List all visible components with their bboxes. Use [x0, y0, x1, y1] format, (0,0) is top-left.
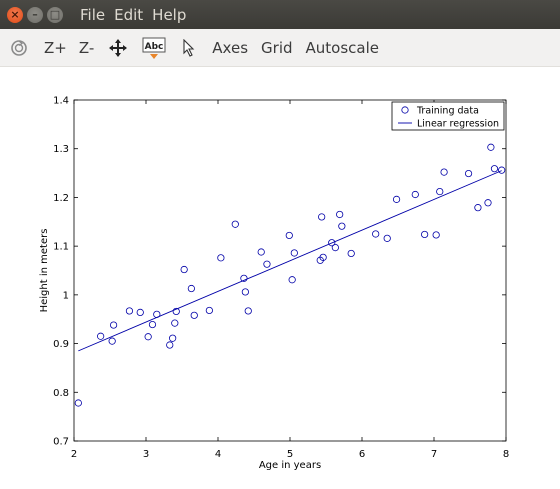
data-point [217, 254, 225, 262]
scatter-chart: 2 3 4 5 6 7 8 0.7 0.8 0.9 1 1.1 1.2 1.3 1.4 Age in year… [39, 96, 509, 472]
data-point [205, 306, 213, 315]
data-point [290, 249, 298, 257]
data-point [169, 334, 177, 342]
data-point [331, 244, 339, 252]
y-tick-label: 1.4 [53, 96, 69, 107]
y-axis-label: Height in meters [39, 229, 50, 313]
menu-file[interactable]: File [80, 5, 106, 24]
data-point [490, 165, 499, 173]
data-point [318, 213, 326, 221]
y-tick-label: 0.9 [53, 339, 69, 350]
x-tick-label: 6 [359, 449, 365, 460]
data-point [383, 234, 391, 242]
data-point [241, 288, 249, 296]
zoom-in-button[interactable]: Z+ [44, 38, 67, 57]
data-point [110, 321, 118, 329]
menu-bar: File Edit Help [80, 6, 195, 24]
text-insert-button[interactable]: Abc [142, 33, 166, 63]
data-point [231, 220, 239, 228]
data-point [474, 204, 482, 212]
select-arrow-icon [183, 38, 195, 57]
data-point [487, 143, 495, 151]
data-point [172, 307, 180, 316]
y-tick-label: 0.8 [53, 388, 69, 399]
data-point [338, 222, 346, 230]
data-point [464, 169, 473, 178]
x-tick-label: 4 [215, 449, 221, 460]
x-tick-label: 8 [503, 449, 509, 460]
data-point [244, 307, 252, 315]
data-point [498, 166, 506, 174]
data-point [440, 168, 448, 176]
data-point [421, 230, 429, 239]
data-point [166, 341, 174, 349]
data-point [97, 332, 105, 340]
data-point [347, 249, 355, 258]
data-point [136, 308, 144, 316]
text-insert-label: Abc [145, 42, 164, 52]
x-tick-label: 5 [287, 449, 293, 460]
data-point [432, 231, 440, 239]
y-tick-label: 1.1 [53, 242, 69, 253]
pan-icon [109, 38, 128, 57]
data-point [288, 276, 296, 284]
data-point [328, 239, 336, 247]
legend-label: Linear regression [417, 119, 499, 130]
plot-toolbar: Z+ Z- Abc Axes Grid Autoscale [0, 29, 560, 67]
data-point [411, 190, 419, 199]
data-point [187, 284, 195, 293]
data-point [319, 253, 327, 261]
data-point [180, 265, 188, 274]
legend-label: Training data [416, 106, 479, 117]
data-point [263, 260, 271, 268]
window-maximize-button[interactable]: □ [47, 6, 63, 23]
data-point [74, 399, 82, 407]
axes-button[interactable]: Axes [212, 38, 249, 57]
legend-box [391, 101, 505, 131]
data-point [148, 320, 157, 329]
data-point [240, 274, 248, 282]
data-point [372, 230, 380, 238]
x-axis-label: Age in years [259, 460, 321, 471]
select-button[interactable] [181, 33, 197, 63]
title-bar: × – □ File Edit Help [0, 0, 560, 29]
legend-swatch-marker [401, 106, 409, 114]
pan-button[interactable] [108, 33, 128, 63]
x-tick-label: 2 [71, 449, 77, 460]
data-point [484, 199, 492, 207]
zoom-out-button[interactable]: Z- [78, 38, 95, 57]
data-point [436, 187, 444, 196]
rotate-button[interactable] [9, 33, 29, 63]
plot-canvas[interactable]: 2 3 4 5 6 7 8 0.7 0.8 0.9 1 1.1 1.2 1.3 1.4 Age in year… [0, 67, 560, 489]
data-point [257, 248, 265, 256]
y-tick-label: 0.7 [53, 437, 69, 448]
regression-line [78, 170, 502, 352]
x-tick-label: 7 [431, 449, 437, 460]
data-point [392, 195, 401, 203]
rotate-icon [11, 39, 27, 56]
y-tick-label: 1 [63, 290, 69, 301]
data-point [144, 333, 152, 341]
data-point [285, 231, 293, 240]
window-close-button[interactable]: × [7, 6, 23, 23]
data-point [336, 210, 344, 219]
y-tick-label: 1.2 [53, 193, 69, 204]
data-point [125, 307, 134, 315]
menu-help[interactable]: Help [152, 5, 187, 24]
plot-frame [73, 99, 507, 442]
autoscale-button[interactable]: Autoscale [305, 38, 379, 57]
grid-button[interactable]: Grid [261, 38, 293, 57]
x-tick-label: 3 [143, 449, 149, 460]
y-tick-label: 1.3 [53, 144, 69, 155]
data-point [171, 319, 179, 327]
data-point [108, 337, 116, 345]
menu-edit[interactable]: Edit [114, 5, 144, 24]
window-minimize-button[interactable]: – [27, 6, 43, 23]
text-insert-icon: Abc [142, 37, 166, 59]
data-point [190, 311, 198, 319]
